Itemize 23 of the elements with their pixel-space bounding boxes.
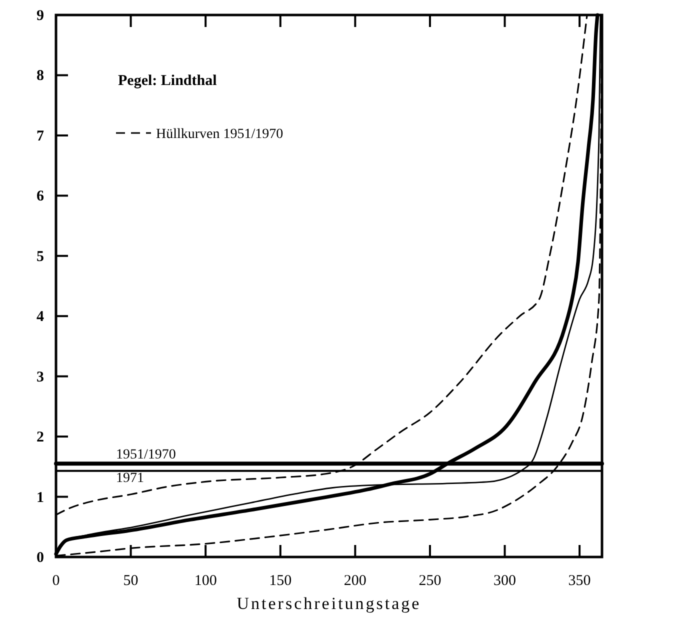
x-tick-label: 350 — [568, 573, 591, 589]
y-tick-label: 9 — [36, 8, 44, 24]
y-tick-label: 3 — [36, 369, 44, 386]
legend-label: Hüllkurven 1951/1970 — [156, 127, 284, 142]
y-tick-label: 6 — [36, 188, 44, 205]
y-tick-label: 7 — [36, 128, 44, 144]
series-label: 1971 — [116, 470, 144, 486]
y-tick-label: 2 — [36, 430, 44, 446]
x-tick-label: 300 — [494, 573, 516, 589]
y-tick-label: 1 — [36, 490, 44, 506]
x-tick-label: 50 — [123, 573, 138, 589]
x-tick-label: 250 — [418, 573, 442, 589]
x-axis-title: Unterschreitungstage — [236, 594, 422, 613]
y-tick-label: 8 — [36, 68, 44, 84]
x-tick-label: 150 — [269, 573, 292, 589]
y-tick-label: 5 — [36, 248, 44, 265]
x-tick-label: 0 — [52, 573, 60, 589]
x-tick-label: 100 — [194, 573, 217, 589]
series-label: 1951/1970 — [116, 448, 176, 463]
y-tick-label: 0 — [36, 550, 44, 566]
y-tick-label: 4 — [36, 309, 44, 326]
annotation: Pegel: Lindthal — [118, 73, 217, 89]
x-tick-label: 200 — [344, 573, 366, 589]
